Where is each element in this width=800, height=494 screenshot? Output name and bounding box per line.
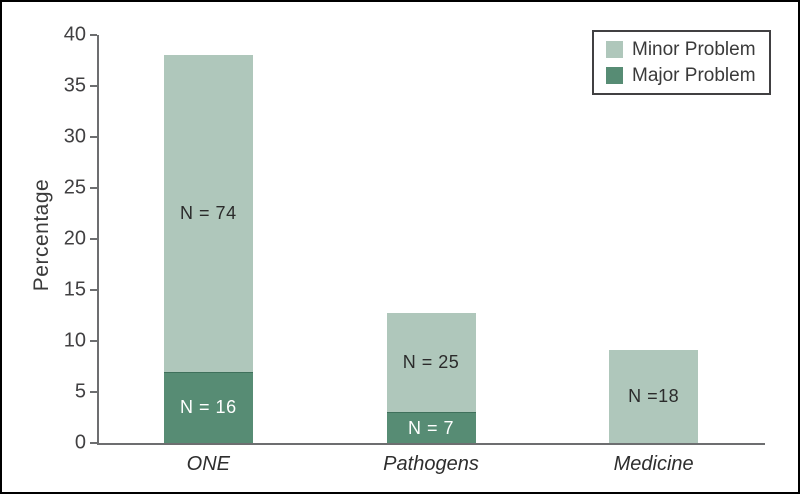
y-tick-mark	[90, 136, 97, 138]
y-tick-label: 5	[74, 380, 86, 403]
x-axis-line	[97, 443, 765, 445]
bar-segment-minor-problem: N = 74	[163, 55, 253, 372]
y-tick-mark	[90, 34, 97, 36]
bar-segment-major-problem: N = 7	[386, 412, 476, 443]
y-tick-label: 10	[63, 329, 86, 352]
y-tick-label: 35	[63, 74, 86, 97]
y-tick-mark	[90, 442, 97, 444]
bar-value-label: N =18	[628, 386, 680, 407]
y-tick-label: 20	[63, 227, 86, 250]
bar-value-label: N = 74	[180, 202, 237, 223]
x-category-label: Medicine	[613, 453, 694, 475]
y-tick-mark	[90, 238, 97, 240]
y-tick-label: 0	[74, 431, 86, 454]
y-axis-line	[97, 35, 99, 445]
legend-swatch-major-problem	[606, 67, 623, 84]
legend: Minor Problem Major Problem	[592, 30, 771, 95]
y-tick-label: 40	[63, 23, 86, 46]
y-tick-label: 25	[63, 176, 86, 199]
y-tick-label: 30	[63, 125, 86, 148]
bar-segment-minor-problem: N = 25	[386, 313, 476, 413]
x-category-label: ONE	[186, 453, 230, 475]
x-category-label: Pathogens	[383, 453, 479, 475]
bar-segment-major-problem: N = 16	[163, 371, 253, 443]
y-tick-mark	[90, 340, 97, 342]
bar-value-label: N = 7	[407, 417, 455, 438]
legend-entry-major-problem: Major Problem	[606, 65, 769, 87]
y-tick-mark	[90, 85, 97, 87]
y-tick-mark	[90, 391, 97, 393]
legend-label: Minor Problem	[632, 38, 756, 60]
y-tick-label: 15	[63, 278, 86, 301]
legend-swatch-minor-problem	[606, 41, 623, 58]
bar-segment-minor-problem: N =18	[609, 350, 699, 443]
bar-value-label: N = 16	[180, 397, 237, 418]
y-tick-mark	[90, 289, 97, 291]
legend-entry-minor-problem: Minor Problem	[606, 39, 769, 61]
legend-label: Major Problem	[632, 64, 756, 86]
bar-value-label: N = 25	[402, 352, 460, 373]
y-tick-mark	[90, 187, 97, 189]
